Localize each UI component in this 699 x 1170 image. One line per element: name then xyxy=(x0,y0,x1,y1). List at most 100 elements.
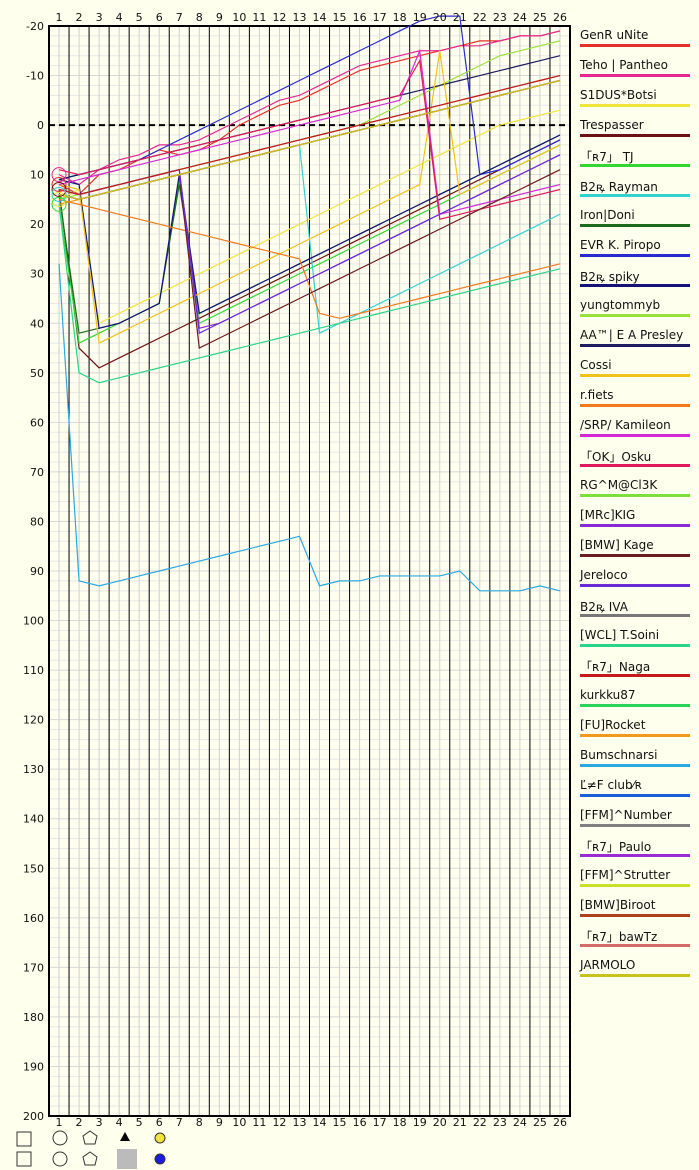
y-tick-label: 100 xyxy=(23,615,44,628)
x-tick-label-top: 14 xyxy=(313,11,327,24)
legend-item-swatch xyxy=(580,824,690,827)
y-tick-label: -10 xyxy=(26,70,44,83)
legend-item-label: [FFM]^Strutter xyxy=(580,868,671,882)
x-tick-label-top: 9 xyxy=(216,11,223,24)
circle-icon xyxy=(52,1151,68,1167)
legend-item-swatch xyxy=(580,314,690,317)
legend-item-swatch xyxy=(580,224,690,227)
x-tick-label-top: 8 xyxy=(196,11,203,24)
y-tick-label: 70 xyxy=(30,466,44,479)
legend-item-swatch xyxy=(580,884,690,887)
chart-axes xyxy=(48,25,571,1117)
legend-item-swatch xyxy=(580,554,690,557)
legend-item-label: 「OK」Osku xyxy=(580,450,652,464)
x-tick-label-bottom: 24 xyxy=(513,1116,527,1129)
triangle-icon xyxy=(120,1132,130,1141)
legend-item-swatch xyxy=(580,674,690,677)
legend-item-swatch xyxy=(580,734,690,737)
y-tick-label: 0 xyxy=(37,119,44,132)
series-line-20 xyxy=(58,204,561,384)
x-tick-label-bottom: 18 xyxy=(393,1116,407,1129)
legend-item-label: Trespasser xyxy=(580,118,644,132)
y-tick-label: -20 xyxy=(26,20,44,33)
x-tick-label-bottom: 23 xyxy=(493,1116,507,1129)
x-tick-label-bottom: 1 xyxy=(56,1116,63,1129)
x-tick-label-top: 20 xyxy=(433,11,447,24)
pentagon-icon xyxy=(82,1130,98,1145)
x-tick-label-bottom: 16 xyxy=(353,1116,367,1129)
x-tick-label-bottom: 12 xyxy=(272,1116,286,1129)
legend-item-label: [FFM]^Number xyxy=(580,808,672,822)
legend-item-swatch xyxy=(580,104,690,107)
legend-item-label: Teho | Pantheo xyxy=(580,58,668,72)
legend-item-label: Bumschnarsi xyxy=(580,748,658,762)
series-line-13 xyxy=(58,48,561,216)
x-tick-label-bottom: 15 xyxy=(333,1116,347,1129)
series-marker xyxy=(51,177,67,193)
series-line-14 xyxy=(58,58,561,220)
x-tick-label-top: 17 xyxy=(373,11,387,24)
y-tick-label: 40 xyxy=(30,317,44,330)
x-tick-label-bottom: 10 xyxy=(232,1116,246,1129)
legend-item-swatch xyxy=(580,974,690,977)
x-tick-label-bottom: 19 xyxy=(413,1116,427,1129)
legend-item-label: r.fiets xyxy=(580,388,614,402)
legend-item-swatch xyxy=(580,284,690,287)
legend-item-label: kurkku87 xyxy=(580,688,636,702)
legend-item-swatch xyxy=(580,704,690,707)
series-line-7 xyxy=(58,15,561,181)
square-icon xyxy=(16,1151,32,1167)
y-tick-label: 60 xyxy=(30,416,44,429)
x-tick-label-top: 6 xyxy=(156,11,163,24)
legend-item-label: EVR K. Piropo xyxy=(580,238,661,252)
legend-item-label: [WCL] T.Soini xyxy=(580,628,660,642)
series-line-31 xyxy=(58,79,561,201)
legend-item-label: 「ʀ7」Paulo xyxy=(580,840,652,854)
x-tick-label-top: 13 xyxy=(292,11,306,24)
legend-item-swatch xyxy=(580,494,690,497)
x-tick-label-bottom: 5 xyxy=(136,1116,143,1129)
legend-item-swatch xyxy=(580,524,690,527)
x-tick-label-bottom: 6 xyxy=(156,1116,163,1129)
legend-item-label: JARMOLO xyxy=(580,958,636,972)
x-tick-label-bottom: 25 xyxy=(533,1116,547,1129)
series-marker xyxy=(51,196,67,212)
legend-item-label: Cossi xyxy=(580,358,612,372)
y-tick-label: 30 xyxy=(30,268,44,281)
y-tick-label: 90 xyxy=(30,565,44,578)
legend-item-label: yungtommyb xyxy=(580,298,661,312)
x-tick-label-top: 21 xyxy=(453,11,467,24)
series-line-21 xyxy=(58,74,561,196)
x-tick-label-top: 22 xyxy=(473,11,487,24)
legend-item-label: S1DUS*Botsi xyxy=(580,88,657,102)
legend-item-swatch xyxy=(580,374,690,377)
y-tick-label: 180 xyxy=(23,1011,44,1024)
legend-item-label: B2ꝶ IVA xyxy=(580,600,628,614)
legend-item-label: Ľ≠F club⁄ʀ xyxy=(580,778,642,792)
x-tick-label-top: 24 xyxy=(513,11,527,24)
legend-item-swatch xyxy=(580,344,690,347)
legend-item-label: [FU]Rocket xyxy=(580,718,646,732)
y-tick-label: 80 xyxy=(30,515,44,528)
series-line-2 xyxy=(58,109,561,325)
legend-item-label: RG^M@Cl3K xyxy=(580,478,658,492)
y-tick-label: 10 xyxy=(30,169,44,182)
pentagon-icon xyxy=(82,1151,98,1166)
x-tick-label-bottom: 4 xyxy=(116,1116,123,1129)
legend-item-swatch xyxy=(580,914,690,917)
x-tick-label-top: 1 xyxy=(56,11,63,24)
legend-item-label: Iron|Doni xyxy=(580,208,635,222)
x-tick-label-bottom: 11 xyxy=(252,1116,266,1129)
legend-item-swatch xyxy=(580,854,690,857)
x-tick-label-top: 26 xyxy=(553,11,567,24)
square-icon xyxy=(16,1131,32,1147)
legend-item-label: Jereloco xyxy=(580,568,628,582)
y-tick-label: 200 xyxy=(23,1110,44,1123)
x-tick-label-top: 5 xyxy=(136,11,143,24)
y-tick-label: 150 xyxy=(23,862,44,875)
y-tick-label: 170 xyxy=(23,961,44,974)
chart-grid xyxy=(49,25,570,1117)
plot-frame xyxy=(48,25,571,1117)
blue-dot-icon xyxy=(154,1153,166,1165)
x-tick-label-top: 19 xyxy=(413,11,427,24)
